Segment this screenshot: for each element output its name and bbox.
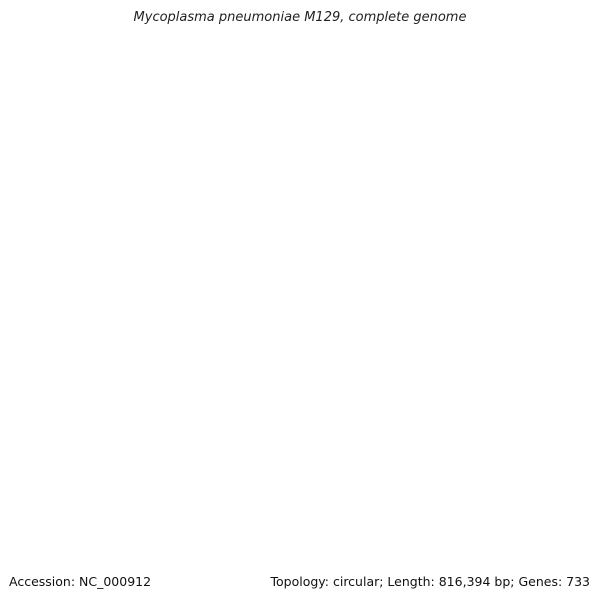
accession-text: Accession: NC_000912 [9,574,152,589]
map-title: Mycoplasma pneumoniae M129, complete gen… [133,10,467,25]
topology-text: Topology: circular; Length: 816,394 bp; … [270,574,590,589]
